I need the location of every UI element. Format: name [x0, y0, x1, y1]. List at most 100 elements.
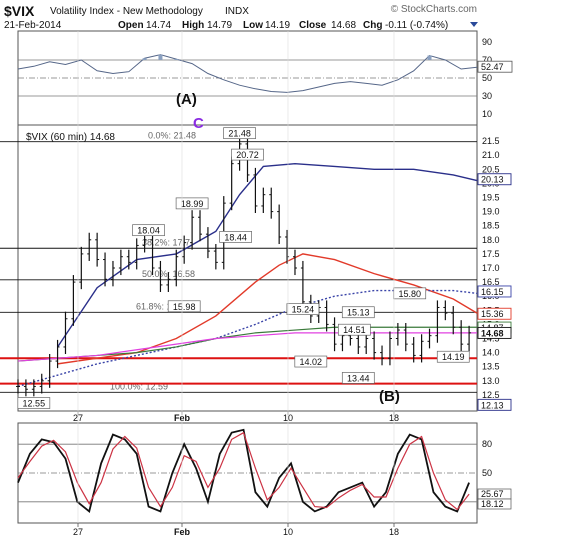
close-label: Close — [299, 20, 327, 31]
x-tick-label: 27 — [73, 527, 83, 537]
stochastic-line — [17, 428, 470, 513]
price-tick-label: 21.0 — [482, 150, 500, 160]
price-callout-box — [341, 372, 375, 384]
stoch-last-value-label: 18.12 — [481, 499, 504, 509]
close-value: 14.68 — [331, 20, 356, 31]
rsi-last-value-label: 52.47 — [481, 62, 504, 72]
price-callout-box — [223, 127, 256, 140]
price-callout-label: 18.04 — [137, 226, 160, 236]
price-callout-label: 15.13 — [347, 308, 370, 318]
price-callout-box — [294, 355, 328, 368]
price-callout-box — [167, 300, 201, 313]
high-value: 14.79 — [207, 20, 232, 31]
rsi-tick-label: 90 — [482, 37, 492, 47]
price-tick-label: 19.5 — [482, 193, 500, 203]
wave-b-label: (B) — [379, 388, 400, 405]
price-callout-box — [132, 224, 165, 237]
watermark-text: © StockCharts.com — [391, 4, 477, 15]
right-value-label: 16.15 — [481, 287, 504, 297]
low-value: 14.19 — [265, 20, 290, 31]
rsi-tick-label: 70 — [482, 55, 492, 65]
price-callout-box — [337, 323, 371, 336]
stoch-tick-label: 50 — [482, 468, 492, 478]
dropdown-triangle-icon[interactable] — [470, 22, 478, 27]
rsi-tick-label: 10 — [482, 109, 492, 119]
price-callout-label: 12.55 — [23, 398, 46, 408]
price-callout-label: 15.24 — [292, 305, 315, 315]
right-value-box — [477, 285, 512, 298]
rsi-tick-label: 50 — [482, 73, 492, 83]
fib-label: 38.2%: 17.7 — [142, 237, 190, 247]
price-callout-box — [286, 303, 320, 315]
stoch-last-value-box — [477, 498, 512, 510]
price-callout-box — [341, 306, 375, 319]
price-tick-label: 19.0 — [482, 207, 500, 217]
price-callout-label: 14.19 — [442, 352, 465, 362]
chg-value: -0.11 (-0.74%) — [385, 20, 448, 31]
stoch-last-value-label: 25.67 — [481, 489, 504, 499]
price-tick-label: 13.0 — [482, 376, 500, 386]
right-value-label: 12.13 — [481, 400, 504, 410]
right-value-box — [477, 398, 512, 411]
rsi-last-value-box — [477, 60, 513, 73]
rsi-tick-label: 30 — [482, 91, 492, 101]
date-text: 21-Feb-2014 — [4, 20, 62, 31]
wave-c-label: C — [193, 115, 204, 132]
price-callout-label: 14.02 — [300, 357, 323, 367]
price-tick-label: 16.5 — [482, 277, 500, 287]
price-callout-box — [17, 397, 51, 409]
moving-average-line — [17, 289, 478, 388]
price-callout-label: 15.98 — [173, 302, 196, 312]
right-value-box — [477, 173, 512, 186]
exchange-text: INDX — [225, 6, 249, 17]
low-label: Low — [243, 20, 263, 31]
price-tick-label: 20.5 — [482, 164, 500, 174]
right-value-label: 14.68 — [481, 328, 504, 338]
rsi-panel: 10 30 50 70 90 52.47 — [17, 37, 513, 119]
price-callout-box — [231, 148, 264, 161]
price-callout-label: 18.99 — [181, 199, 204, 209]
price-callout-box — [175, 197, 209, 210]
chg-label: Chg — [363, 20, 382, 31]
price-callout-label: 13.44 — [347, 373, 370, 383]
x-tick-label: 18 — [389, 527, 399, 537]
high-label: High — [182, 20, 204, 31]
open-value: 14.74 — [146, 20, 171, 31]
price-callout-label: 15.80 — [398, 289, 421, 299]
x-tick-label: 10 — [283, 527, 293, 537]
fib-label: 100.0%: 12.59 — [110, 381, 168, 391]
price-callout-label: 14.51 — [343, 325, 366, 335]
index-name-text: Volatility Index - New Methodology — [50, 6, 203, 17]
price-callout-label: 18.44 — [224, 232, 247, 242]
right-value-label: 20.13 — [481, 175, 504, 185]
stoch-tick-label: 80 — [482, 439, 492, 449]
price-tick-label: 21.5 — [482, 136, 500, 146]
right-value-box — [477, 326, 512, 339]
price-panel: 12.513.013.514.014.515.015.516.016.517.0… — [0, 127, 512, 411]
symbol-text: $VIX — [4, 3, 35, 19]
wave-a-label: (A) — [176, 91, 197, 108]
chart-header: $VIX Volatility Index - New Methodology … — [4, 3, 478, 31]
moving-average-line — [17, 332, 477, 362]
right-value-label: 15.36 — [481, 309, 504, 319]
rsi-line — [17, 54, 478, 93]
right-value-box — [477, 307, 512, 320]
price-callout-box — [436, 350, 470, 363]
price-tick-label: 18.0 — [482, 235, 500, 245]
price-tick-label: 12.5 — [482, 390, 500, 400]
open-label: Open — [118, 20, 144, 31]
price-tick-label: 17.5 — [482, 249, 500, 259]
price-panel-frame — [17, 124, 478, 412]
price-callout-box — [219, 231, 252, 243]
price-callout-label: 21.48 — [228, 129, 251, 139]
price-tick-label: 13.5 — [482, 362, 500, 372]
price-tick-label: 14.0 — [482, 348, 500, 358]
price-panel-title: $VIX (60 min) 14.68 — [26, 132, 115, 143]
price-callout-label: 20.72 — [236, 150, 259, 160]
price-tick-label: 18.5 — [482, 221, 500, 231]
price-tick-label: 17.0 — [482, 263, 500, 273]
fib-label: 0.0%: 21.48 — [148, 131, 196, 141]
